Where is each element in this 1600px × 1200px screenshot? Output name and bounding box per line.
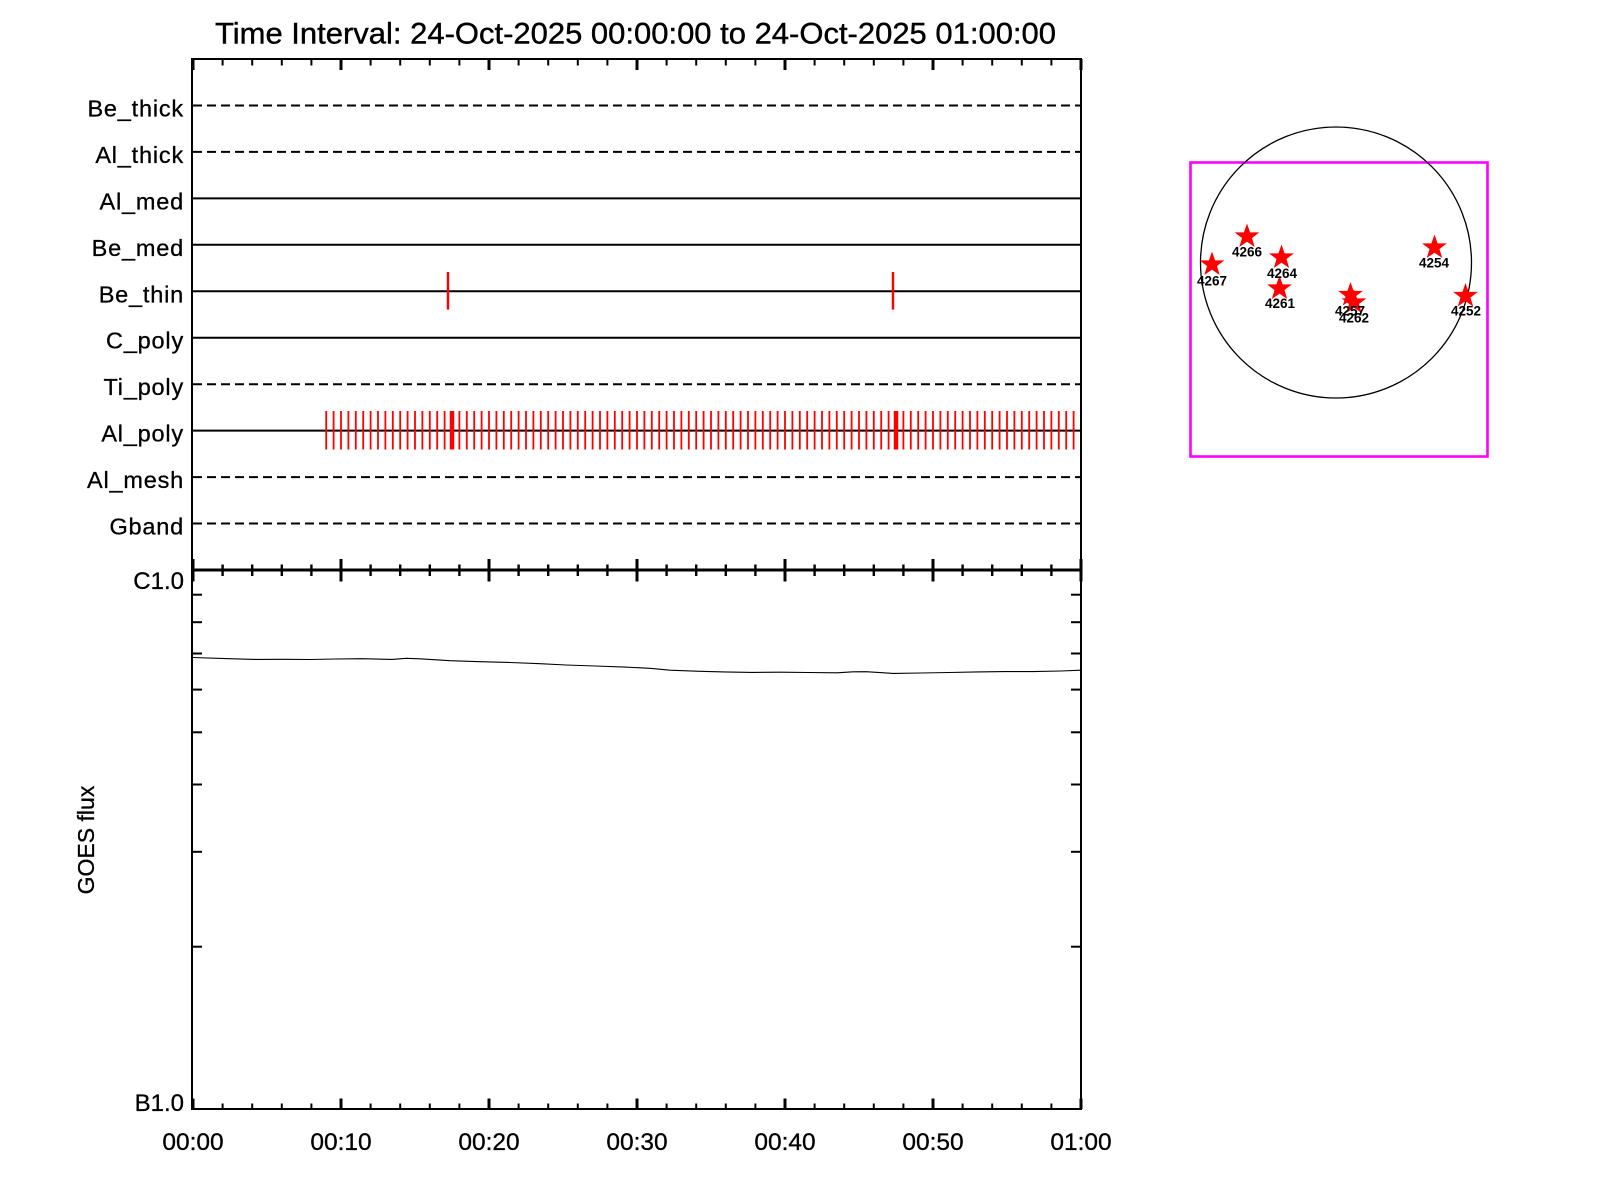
svg-text:C1.0: C1.0 (133, 568, 184, 595)
svg-text:4264: 4264 (1267, 266, 1298, 281)
svg-text:Be_thick: Be_thick (87, 96, 184, 122)
svg-text:B1.0: B1.0 (135, 1090, 184, 1117)
svg-text:4254: 4254 (1419, 256, 1450, 271)
svg-text:4267: 4267 (1197, 274, 1227, 289)
svg-text:01:00: 01:00 (1050, 1129, 1111, 1156)
svg-text:Al_poly: Al_poly (101, 421, 184, 447)
svg-text:00:30: 00:30 (606, 1129, 667, 1156)
svg-text:00:00: 00:00 (162, 1129, 223, 1156)
svg-text:GOES flux: GOES flux (73, 785, 99, 894)
svg-text:00:20: 00:20 (458, 1129, 519, 1156)
svg-text:4262: 4262 (1339, 311, 1369, 326)
svg-text:00:40: 00:40 (754, 1129, 815, 1156)
svg-text:00:10: 00:10 (310, 1129, 371, 1156)
svg-text:Be_med: Be_med (92, 235, 184, 261)
svg-text:Al_med: Al_med (100, 188, 184, 214)
svg-text:C_poly: C_poly (106, 328, 184, 354)
svg-text:Al_mesh: Al_mesh (87, 467, 184, 493)
svg-text:Al_thick: Al_thick (95, 142, 184, 168)
svg-text:Time Interval: 24-Oct-2025 00:: Time Interval: 24-Oct-2025 00:00:00 to 2… (215, 18, 1056, 51)
svg-text:4266: 4266 (1232, 245, 1263, 260)
svg-text:Be_thin: Be_thin (99, 281, 184, 307)
svg-text:4261: 4261 (1265, 296, 1296, 311)
svg-text:00:50: 00:50 (902, 1129, 963, 1156)
svg-text:4257: 4257 (1335, 304, 1365, 319)
svg-text:Gband: Gband (109, 514, 184, 540)
svg-text:Ti_poly: Ti_poly (104, 374, 184, 400)
svg-text:4252: 4252 (1451, 304, 1481, 319)
